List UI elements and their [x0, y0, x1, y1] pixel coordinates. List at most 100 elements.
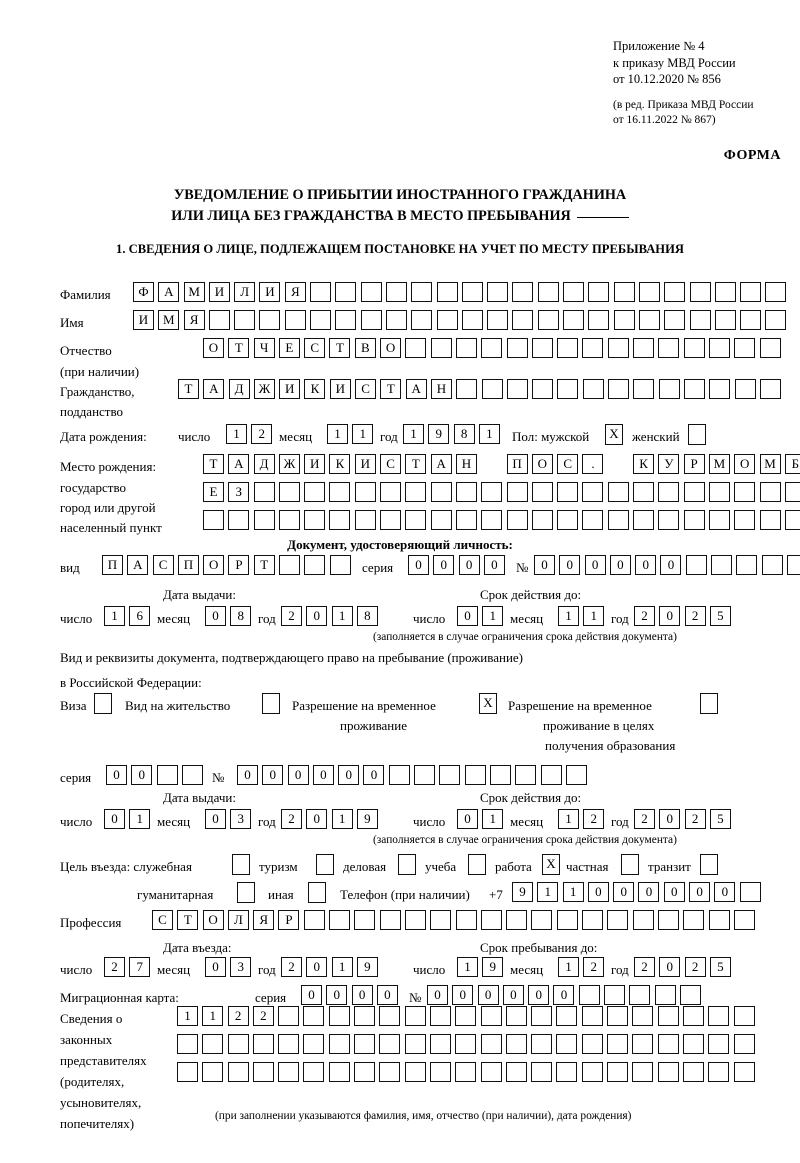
- form-cell[interactable]: [759, 338, 781, 358]
- form-cell[interactable]: Е: [203, 482, 224, 502]
- form-cell[interactable]: .: [582, 454, 604, 474]
- form-cell[interactable]: [411, 282, 433, 302]
- form-cell[interactable]: 0: [689, 882, 711, 902]
- form-cell[interactable]: [683, 910, 705, 930]
- form-cell[interactable]: [607, 910, 629, 930]
- birthplace-row-3-grid[interactable]: [203, 510, 800, 530]
- form-cell[interactable]: 9: [482, 957, 504, 977]
- form-cell[interactable]: 0: [458, 555, 480, 575]
- form-cell[interactable]: [733, 1006, 755, 1026]
- form-cell[interactable]: 2: [684, 957, 706, 977]
- form-cell[interactable]: Т: [329, 338, 351, 358]
- form-cell[interactable]: [786, 555, 800, 575]
- form-cell[interactable]: [582, 379, 604, 399]
- form-cell[interactable]: [638, 282, 660, 302]
- form-cell[interactable]: [506, 910, 528, 930]
- form-cell[interactable]: [461, 310, 483, 330]
- form-cell[interactable]: [582, 510, 604, 530]
- form-cell[interactable]: 1: [202, 1006, 224, 1026]
- form-cell[interactable]: 1: [562, 882, 584, 902]
- form-cell[interactable]: 2: [684, 809, 706, 829]
- form-cell[interactable]: [531, 510, 553, 530]
- form-cell[interactable]: Б: [784, 454, 800, 474]
- form-cell[interactable]: [607, 510, 629, 530]
- form-cell[interactable]: [335, 310, 357, 330]
- form-cell[interactable]: Н: [430, 379, 452, 399]
- form-cell[interactable]: 1: [129, 809, 151, 829]
- form-cell[interactable]: [303, 1062, 325, 1082]
- form-cell[interactable]: [607, 338, 629, 358]
- form-cell[interactable]: 0: [131, 765, 153, 785]
- form-cell[interactable]: М: [759, 454, 781, 474]
- form-cell[interactable]: [582, 338, 604, 358]
- form-cell[interactable]: 0: [351, 985, 373, 1005]
- purpose-work-checkbox[interactable]: X: [542, 854, 560, 875]
- sex-male-checkbox[interactable]: X: [605, 424, 623, 445]
- purpose-other-checkbox[interactable]: [308, 882, 326, 903]
- form-cell[interactable]: П: [177, 555, 199, 575]
- form-cell[interactable]: [329, 482, 351, 502]
- form-cell[interactable]: [181, 765, 203, 785]
- form-cell[interactable]: Ж: [278, 454, 300, 474]
- form-cell[interactable]: 0: [306, 809, 328, 829]
- form-cell[interactable]: [736, 555, 758, 575]
- form-cell[interactable]: [385, 282, 407, 302]
- form-cell[interactable]: [708, 910, 730, 930]
- form-cell[interactable]: [354, 1006, 376, 1026]
- form-cell[interactable]: [607, 1006, 629, 1026]
- form-cell[interactable]: [582, 482, 604, 502]
- form-cell[interactable]: 0: [553, 985, 575, 1005]
- form-cell[interactable]: [608, 379, 630, 399]
- form-cell[interactable]: 0: [408, 555, 429, 575]
- form-cell[interactable]: [404, 910, 426, 930]
- form-cell[interactable]: 2: [252, 1006, 274, 1026]
- form-cell[interactable]: 5: [709, 957, 731, 977]
- form-cell[interactable]: [733, 1062, 755, 1082]
- form-cell[interactable]: [253, 510, 275, 530]
- form-cell[interactable]: [278, 482, 300, 502]
- form-cell[interactable]: [388, 765, 410, 785]
- form-cell[interactable]: 1: [537, 882, 559, 902]
- form-cell[interactable]: 1: [177, 1006, 198, 1026]
- form-cell[interactable]: А: [203, 379, 225, 399]
- form-cell[interactable]: [581, 1006, 603, 1026]
- form-cell[interactable]: И: [133, 310, 154, 330]
- form-cell[interactable]: [759, 379, 781, 399]
- form-cell[interactable]: [379, 1034, 401, 1054]
- form-cell[interactable]: [683, 482, 705, 502]
- form-cell[interactable]: [360, 282, 382, 302]
- form-cell[interactable]: С: [355, 379, 377, 399]
- form-cell[interactable]: [708, 1034, 730, 1054]
- form-cell[interactable]: [405, 510, 427, 530]
- form-cell[interactable]: 1: [331, 957, 353, 977]
- form-cell[interactable]: [203, 510, 224, 530]
- form-cell[interactable]: [455, 910, 477, 930]
- form-cell[interactable]: С: [152, 910, 173, 930]
- form-cell[interactable]: О: [202, 910, 224, 930]
- form-cell[interactable]: 1: [558, 809, 579, 829]
- form-cell[interactable]: [578, 985, 600, 1005]
- residence-permit-checkbox[interactable]: [262, 693, 280, 714]
- form-cell[interactable]: 2: [634, 809, 655, 829]
- form-cell[interactable]: [711, 555, 733, 575]
- form-cell[interactable]: А: [158, 282, 180, 302]
- form-cell[interactable]: [689, 310, 711, 330]
- form-cell[interactable]: [310, 282, 332, 302]
- form-cell[interactable]: 0: [433, 555, 455, 575]
- form-cell[interactable]: [489, 765, 511, 785]
- form-cell[interactable]: [633, 482, 655, 502]
- form-cell[interactable]: 1: [457, 957, 478, 977]
- form-cell[interactable]: [581, 1062, 603, 1082]
- form-cell[interactable]: [279, 555, 301, 575]
- form-cell[interactable]: 0: [660, 555, 682, 575]
- form-cell[interactable]: [784, 482, 800, 502]
